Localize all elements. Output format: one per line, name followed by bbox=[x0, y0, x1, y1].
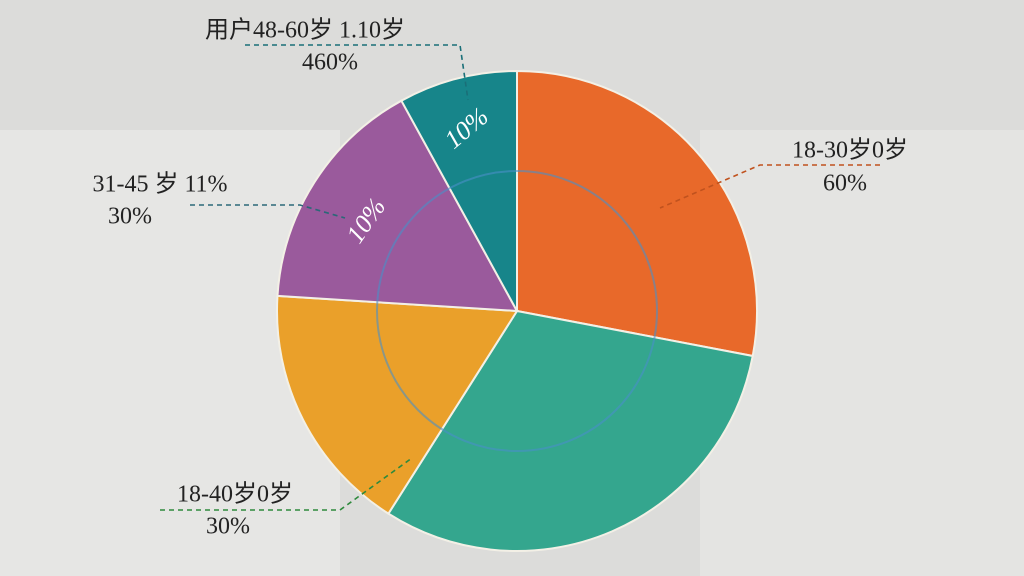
annotation: 31-45 岁 11% bbox=[92, 171, 227, 198]
annotation: 460% bbox=[302, 50, 358, 76]
leader-line bbox=[190, 204, 346, 219]
pie-slice bbox=[400, 69, 518, 312]
pie-slice bbox=[276, 294, 519, 516]
leader-line bbox=[245, 44, 469, 101]
annotation: 30% bbox=[108, 204, 152, 230]
leader-line bbox=[160, 457, 413, 511]
pie-slice bbox=[516, 69, 758, 358]
annotation: 60% bbox=[823, 171, 867, 197]
annotation: 18-30岁0岁 bbox=[792, 137, 908, 164]
annotation: 18-40岁0岁 bbox=[177, 481, 293, 508]
decor-ring bbox=[376, 170, 658, 452]
annotation: 30% bbox=[206, 514, 250, 540]
annotation: 用户48-60岁 1.10岁 bbox=[205, 17, 405, 44]
pie-slice bbox=[276, 99, 519, 313]
leader-line bbox=[659, 164, 880, 209]
